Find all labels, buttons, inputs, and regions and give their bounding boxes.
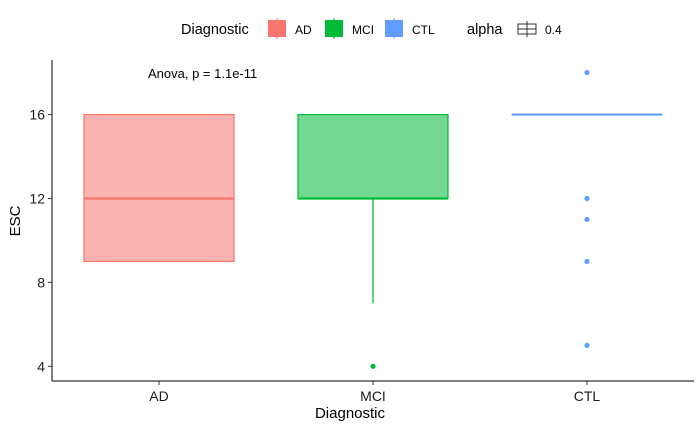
box-ad (83, 113, 235, 263)
y-tick-label-16: 16 (29, 107, 45, 123)
x-tick-label-ad: AD (149, 388, 168, 404)
legend-key-alpha (517, 21, 537, 37)
y-tick-label-12: 12 (29, 190, 45, 206)
legend-label-ctl: CTL (412, 23, 435, 37)
x-tick-label-ctl: CTL (574, 388, 601, 404)
anova-annotation: Anova, p = 1.1e-11 (148, 66, 257, 81)
outlier-ctl-4 (584, 342, 590, 348)
outlier-ctl-0 (584, 69, 590, 76)
y-tick-label-4: 4 (37, 358, 45, 374)
outlier-ctl-1 (584, 195, 590, 202)
y-axis-title: ESC (7, 205, 24, 236)
outlier-ctl-2 (584, 216, 590, 223)
x-axis: AD MCI CTL (149, 381, 600, 404)
plot-area (83, 69, 663, 369)
legend-title-alpha: alpha (467, 22, 503, 38)
outlier-ctl-3 (584, 258, 590, 265)
x-axis-title: Diagnostic (315, 405, 386, 422)
x-tick-label-mci: MCI (360, 388, 386, 404)
legend-title-diagnostic: Diagnostic (181, 22, 249, 38)
outlier-mci-0 (370, 363, 376, 369)
legend-label-mci: MCI (352, 23, 374, 37)
y-axis: 4 8 12 16 (29, 107, 52, 374)
legend-alpha-value: 0.4 (545, 23, 562, 37)
y-tick-label-8: 8 (37, 274, 45, 290)
box-mci (297, 113, 449, 200)
legend-label-ad: AD (295, 23, 312, 37)
legend: Diagnostic AD MCI CTL alpha 0.4 (181, 18, 562, 39)
